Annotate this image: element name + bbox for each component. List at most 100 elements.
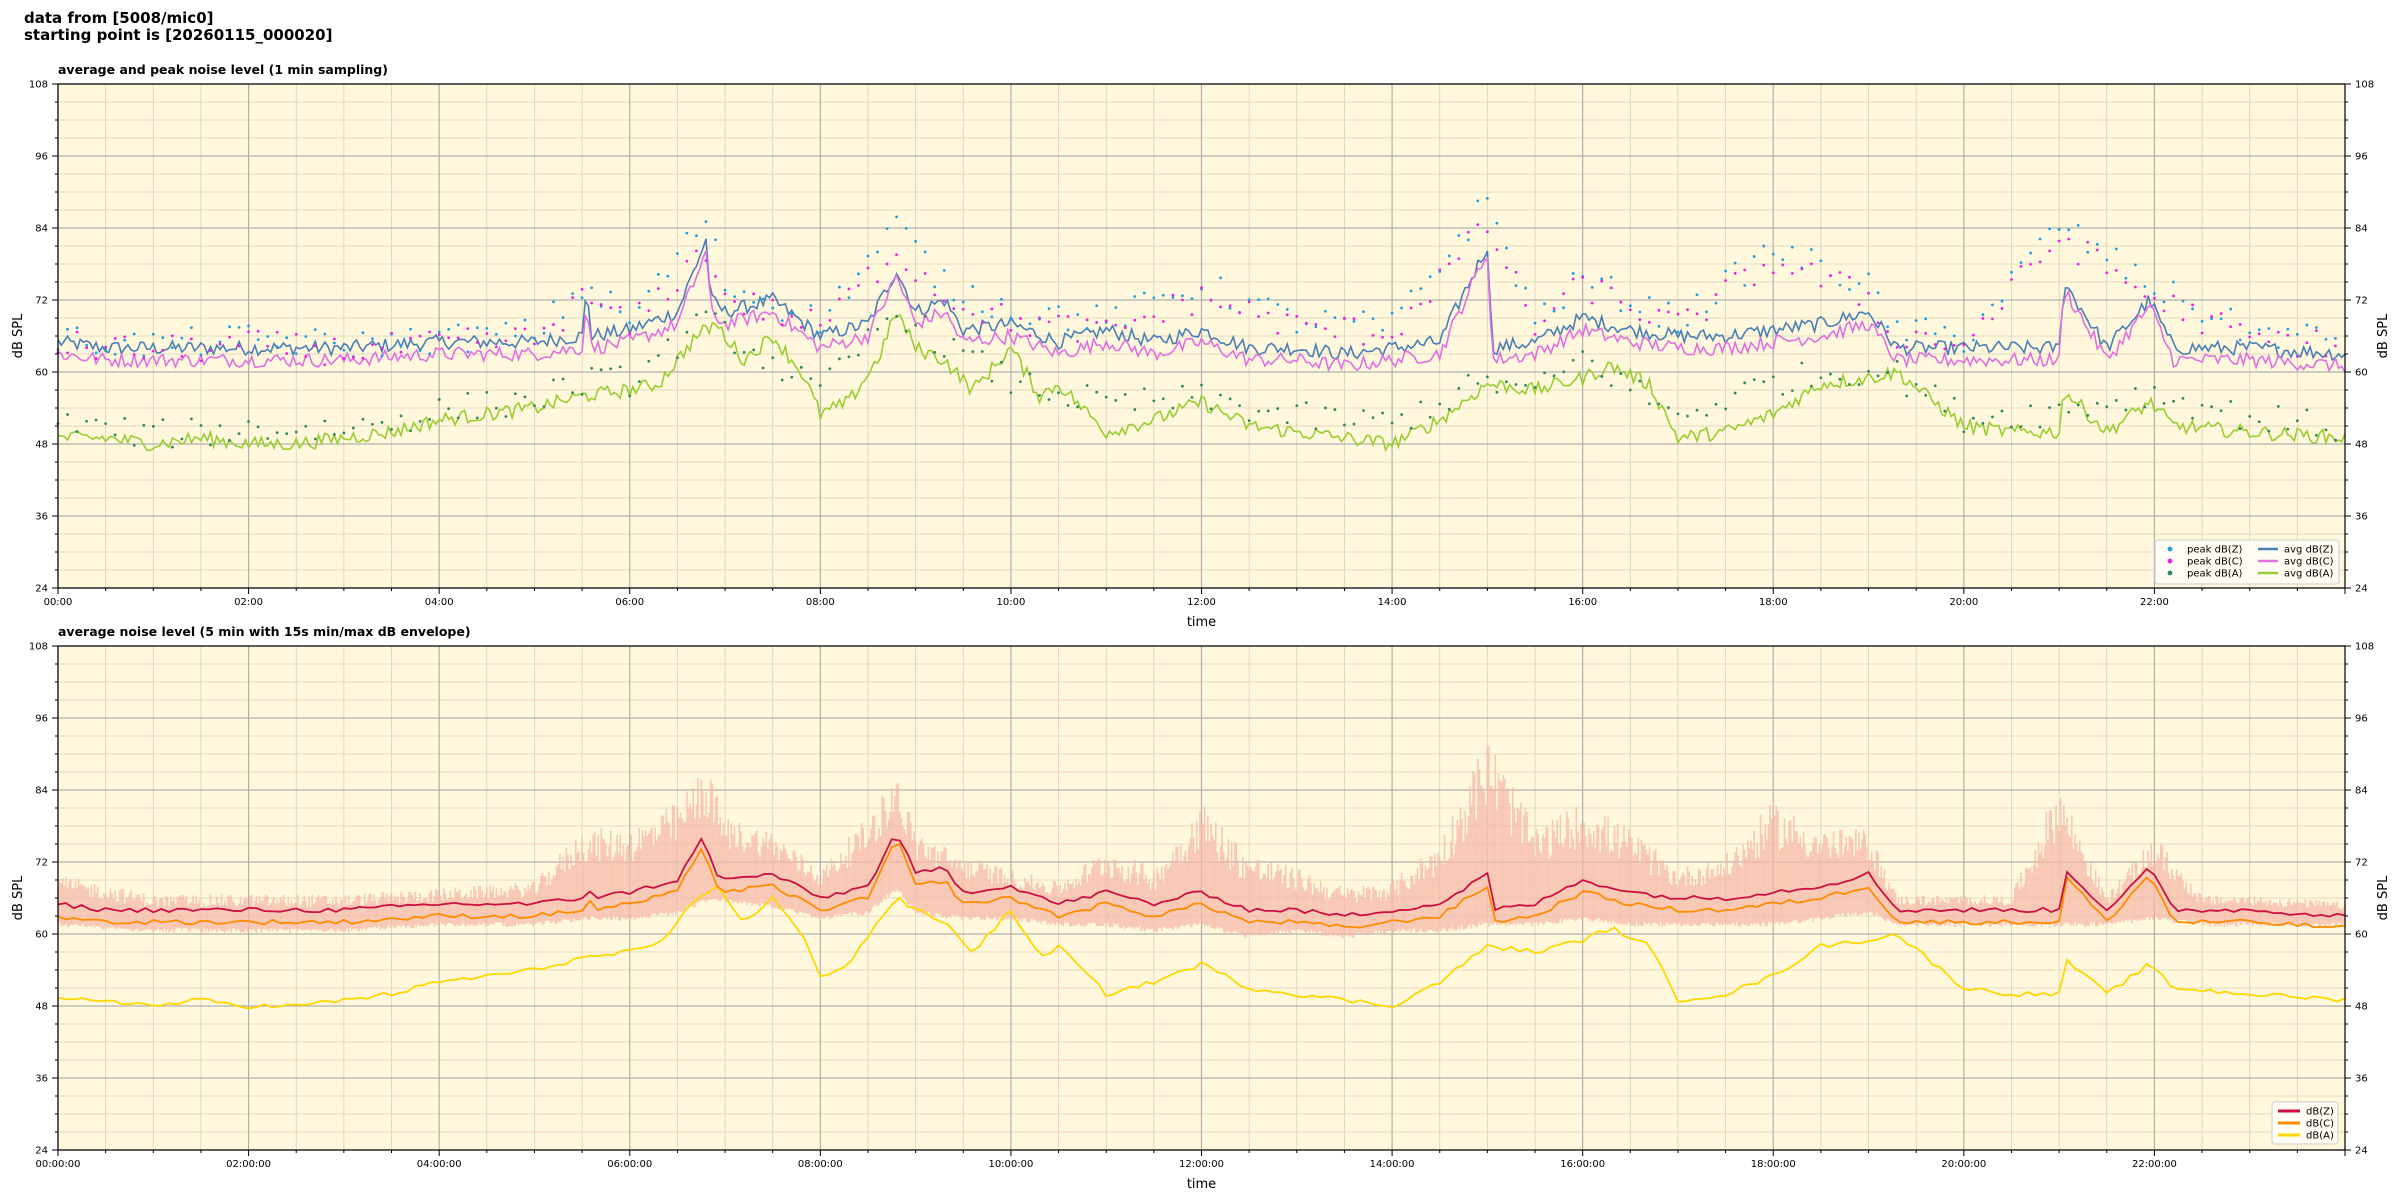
series-point-peak dB(C) bbox=[666, 297, 670, 301]
series-point-peak dB(Z) bbox=[1133, 295, 1137, 298]
series-point-peak dB(C) bbox=[1238, 311, 1242, 315]
series-point-peak dB(C) bbox=[780, 323, 784, 327]
series-point-peak dB(Z) bbox=[780, 319, 784, 323]
series-point-peak dB(C) bbox=[285, 352, 289, 355]
series-point-peak dB(A) bbox=[275, 431, 279, 434]
series-point-peak dB(C) bbox=[142, 356, 146, 360]
series-point-peak dB(Z) bbox=[1686, 323, 1689, 327]
series-point-peak dB(Z) bbox=[542, 331, 546, 335]
series-point-peak dB(A) bbox=[170, 445, 174, 449]
series-point-peak dB(C) bbox=[1819, 284, 1823, 288]
y-tick-label-left: 48 bbox=[35, 440, 48, 451]
series-point-peak dB(A) bbox=[1705, 413, 1708, 417]
series-point-peak dB(C) bbox=[771, 298, 775, 302]
series-point-peak dB(A) bbox=[1790, 389, 1794, 393]
series-point-peak dB(C) bbox=[971, 312, 975, 316]
x-tick-label: 18:00:00 bbox=[1751, 1159, 1796, 1170]
series-point-peak dB(A) bbox=[1485, 375, 1489, 379]
series-point-peak dB(A) bbox=[1323, 406, 1327, 410]
x-tick-label: 12:00:00 bbox=[1179, 1159, 1224, 1170]
series-point-peak dB(Z) bbox=[2229, 307, 2233, 311]
series-point-peak dB(A) bbox=[190, 417, 193, 421]
series-point-peak dB(A) bbox=[123, 417, 127, 420]
series-point-peak dB(C) bbox=[1705, 318, 1708, 322]
series-point-peak dB(Z) bbox=[1809, 248, 1813, 251]
series-point-peak dB(A) bbox=[1171, 406, 1175, 410]
series-point-peak dB(Z) bbox=[104, 348, 108, 352]
series-point-peak dB(Z) bbox=[1009, 317, 1013, 321]
series-point-peak dB(A) bbox=[990, 379, 994, 383]
y-axis-label-left: dB SPL bbox=[11, 313, 26, 358]
series-point-peak dB(A) bbox=[294, 430, 298, 434]
series-point-peak dB(C) bbox=[904, 268, 908, 272]
series-line-dB(C) bbox=[57, 842, 2346, 929]
series-point-peak dB(A) bbox=[85, 419, 88, 423]
series-point-peak dB(C) bbox=[1295, 314, 1299, 318]
series-line-dB(A) bbox=[57, 884, 2346, 1010]
series-point-peak dB(Z) bbox=[1362, 310, 1365, 314]
series-point-peak dB(C) bbox=[2172, 294, 2175, 298]
series-point-peak dB(Z) bbox=[1991, 303, 1994, 307]
series-point-peak dB(A) bbox=[2286, 427, 2290, 431]
series-point-peak dB(A) bbox=[933, 350, 937, 354]
series-line-dB(Z) bbox=[57, 836, 2346, 918]
series-point-peak dB(A) bbox=[228, 439, 231, 442]
series-point-peak dB(Z) bbox=[1943, 325, 1947, 329]
series-point-peak dB(A) bbox=[1447, 407, 1451, 411]
series-point-peak dB(Z) bbox=[723, 288, 727, 292]
series-point-peak dB(Z) bbox=[123, 338, 127, 342]
series-point-peak dB(C) bbox=[1285, 313, 1289, 317]
y-tick-label-right: 60 bbox=[2355, 930, 2368, 941]
series-point-peak dB(A) bbox=[2067, 410, 2071, 414]
series-point-peak dB(Z) bbox=[2153, 292, 2156, 296]
series-point-peak dB(A) bbox=[818, 384, 822, 387]
series-point-peak dB(C) bbox=[1381, 335, 1384, 339]
series-point-peak dB(Z) bbox=[342, 348, 346, 352]
series-point-peak dB(A) bbox=[1066, 403, 1070, 407]
series-point-peak dB(Z) bbox=[371, 337, 374, 341]
series-point-peak dB(Z) bbox=[2286, 327, 2290, 331]
series-point-peak dB(A) bbox=[1752, 378, 1756, 382]
series-point-peak dB(C) bbox=[885, 262, 889, 266]
series-point-peak dB(C) bbox=[237, 344, 241, 348]
series-point-peak dB(A) bbox=[914, 323, 918, 327]
series-point-peak dB(Z) bbox=[1352, 319, 1356, 323]
series-point-peak dB(Z) bbox=[1552, 309, 1556, 313]
series-point-peak dB(Z) bbox=[647, 289, 651, 293]
series-point-peak dB(C) bbox=[275, 330, 279, 334]
series-point-peak dB(A) bbox=[161, 418, 165, 422]
series-point-peak dB(Z) bbox=[1161, 293, 1165, 297]
series-point-peak dB(C) bbox=[2181, 318, 2185, 322]
series-point-peak dB(A) bbox=[723, 320, 727, 324]
series-point-peak dB(A) bbox=[1743, 381, 1747, 385]
series-point-peak dB(A) bbox=[1695, 408, 1699, 412]
series-point-peak dB(A) bbox=[542, 405, 546, 408]
series-point-peak dB(C) bbox=[942, 299, 946, 303]
x-tick-label: 08:00:00 bbox=[798, 1159, 843, 1170]
series-point-peak dB(A) bbox=[1724, 407, 1728, 411]
series-point-peak dB(C) bbox=[2057, 239, 2061, 243]
series-point-peak dB(A) bbox=[1628, 388, 1632, 392]
series-point-peak dB(A) bbox=[1362, 409, 1365, 413]
series-point-peak dB(Z) bbox=[2295, 332, 2299, 336]
series-point-peak dB(Z) bbox=[618, 310, 622, 314]
series-point-peak dB(A) bbox=[2305, 408, 2309, 412]
chart-2: 00:00:00 02:00:00 04:00:00 06:00:00 08:00:00… bbox=[11, 624, 2391, 1192]
series-point-peak dB(C) bbox=[999, 302, 1003, 306]
series-point-peak dB(A) bbox=[1914, 383, 1918, 386]
series-point-peak dB(Z) bbox=[866, 254, 870, 258]
series-point-peak dB(Z) bbox=[1466, 238, 1470, 242]
series-point-peak dB(C) bbox=[2276, 330, 2280, 334]
series-point-peak dB(Z) bbox=[980, 310, 984, 314]
x-tick-label: 10:00 bbox=[997, 597, 1026, 608]
series-point-peak dB(A) bbox=[1142, 387, 1146, 391]
series-point-peak dB(C) bbox=[1609, 286, 1613, 290]
series-point-peak dB(A) bbox=[437, 398, 441, 401]
grid bbox=[57, 83, 2345, 589]
series-point-peak dB(A) bbox=[1981, 421, 1985, 425]
series-point-peak dB(Z) bbox=[885, 227, 889, 230]
series-point-peak dB(Z) bbox=[1562, 306, 1566, 310]
series-point-peak dB(A) bbox=[980, 350, 984, 353]
series-point-peak dB(C) bbox=[733, 300, 736, 303]
series-line-avg dB(Z) bbox=[57, 238, 2346, 362]
